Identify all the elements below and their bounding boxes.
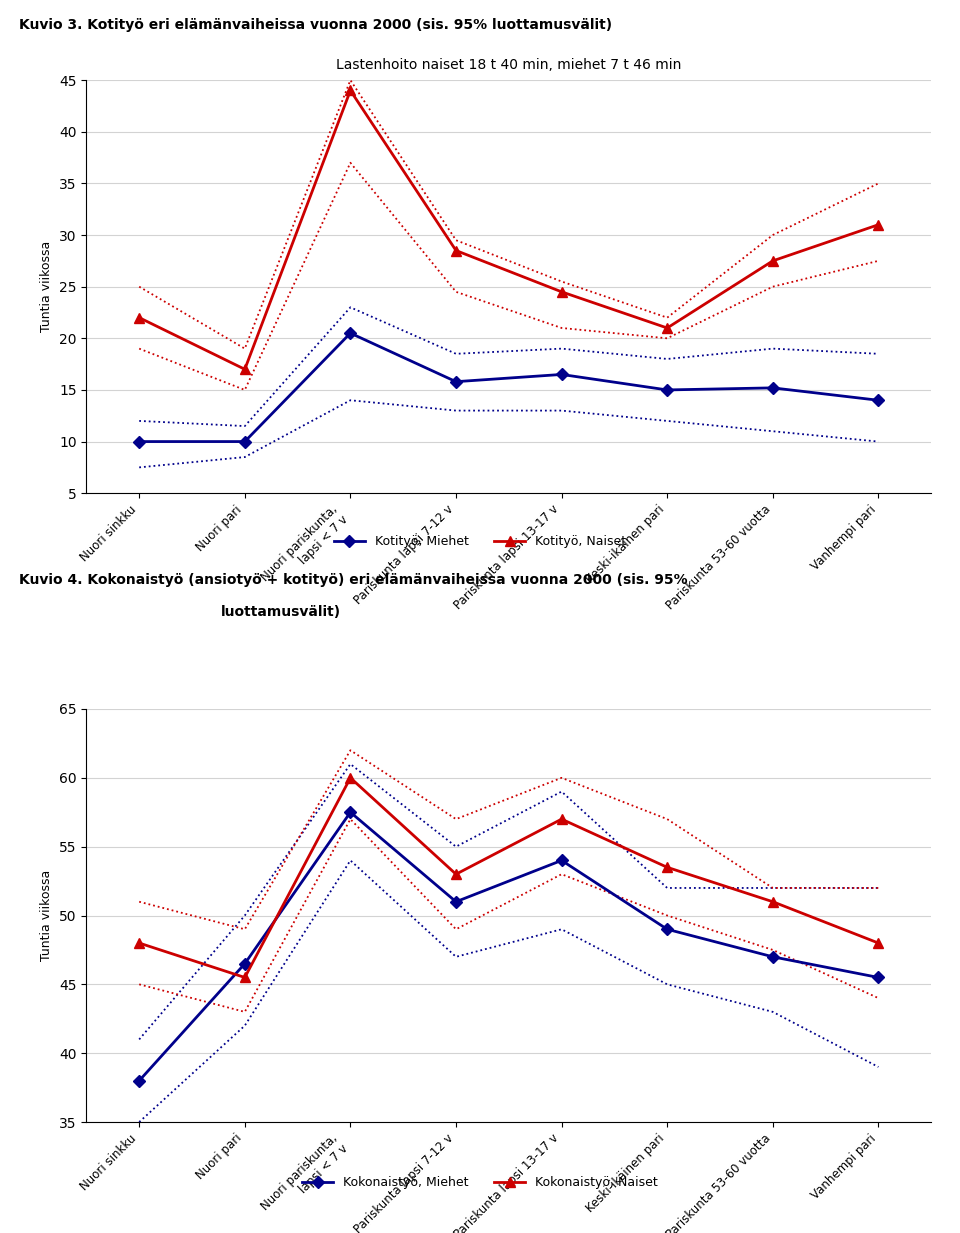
Kotityö, Naiset [767,254,779,269]
Kotityö, Miehet [873,393,884,408]
Kotityö, Naiset [133,311,145,326]
Line: Kotityö, Naiset: Kotityö, Naiset [134,85,883,374]
Kokonaistyö, Naiset [873,936,884,951]
Kotityö, Miehet [133,434,145,449]
Text: Kuvio 4. Kokonaistyö (ansiotyö + kotityö) eri elämänvaiheissa vuonna 2000 (sis. : Kuvio 4. Kokonaistyö (ansiotyö + kotityö… [19,573,687,587]
Kokonaistyö, Miehet [450,894,462,909]
Text: Kuvio 3. Kotityö eri elämänvaiheissa vuonna 2000 (sis. 95% luottamusvälit): Kuvio 3. Kotityö eri elämänvaiheissa vuo… [19,18,612,32]
Kotityö, Miehet [661,382,673,397]
Kotityö, Naiset [661,321,673,335]
Kokonaistyö, Naiset [239,970,251,985]
Kotityö, Miehet [345,326,356,340]
Y-axis label: Tuntia viikossa: Tuntia viikossa [40,869,54,962]
Kotityö, Naiset [873,217,884,232]
Kokonaistyö, Miehet [345,805,356,820]
Kokonaistyö, Miehet [239,957,251,972]
Line: Kokonaistyö, Miehet: Kokonaistyö, Miehet [135,808,882,1085]
Y-axis label: Tuntia viikossa: Tuntia viikossa [40,240,54,333]
Kotityö, Naiset [345,83,356,97]
Kotityö, Naiset [239,363,251,377]
Kotityö, Naiset [556,285,567,300]
Kokonaistyö, Naiset [556,811,567,826]
Kotityö, Naiset [450,243,462,258]
Kotityö, Miehet [450,375,462,390]
Kokonaistyö, Naiset [345,771,356,785]
Kokonaistyö, Naiset [767,894,779,909]
Legend: Kotityö, Miehet, Kotityö, Naiset: Kotityö, Miehet, Kotityö, Naiset [328,530,632,554]
Kotityö, Miehet [556,367,567,382]
Title: Lastenhoito naiset 18 t 40 min, miehet 7 t 46 min: Lastenhoito naiset 18 t 40 min, miehet 7… [336,58,682,72]
Kokonaistyö, Naiset [133,936,145,951]
Kokonaistyö, Naiset [450,867,462,882]
Kokonaistyö, Miehet [767,949,779,964]
Line: Kokonaistyö, Naiset: Kokonaistyö, Naiset [134,773,883,983]
Kotityö, Miehet [767,381,779,396]
Kokonaistyö, Miehet [873,970,884,985]
Legend: Kokonaistyö, Miehet, Kokonaistyö, Naiset: Kokonaistyö, Miehet, Kokonaistyö, Naiset [298,1171,662,1195]
Kokonaistyö, Miehet [556,853,567,868]
Line: Kotityö, Miehet: Kotityö, Miehet [135,329,882,446]
Kotityö, Miehet [239,434,251,449]
Kokonaistyö, Naiset [661,859,673,874]
Kokonaistyö, Miehet [133,1073,145,1089]
Kokonaistyö, Miehet [661,922,673,937]
Text: luottamusvälit): luottamusvälit) [221,605,341,619]
